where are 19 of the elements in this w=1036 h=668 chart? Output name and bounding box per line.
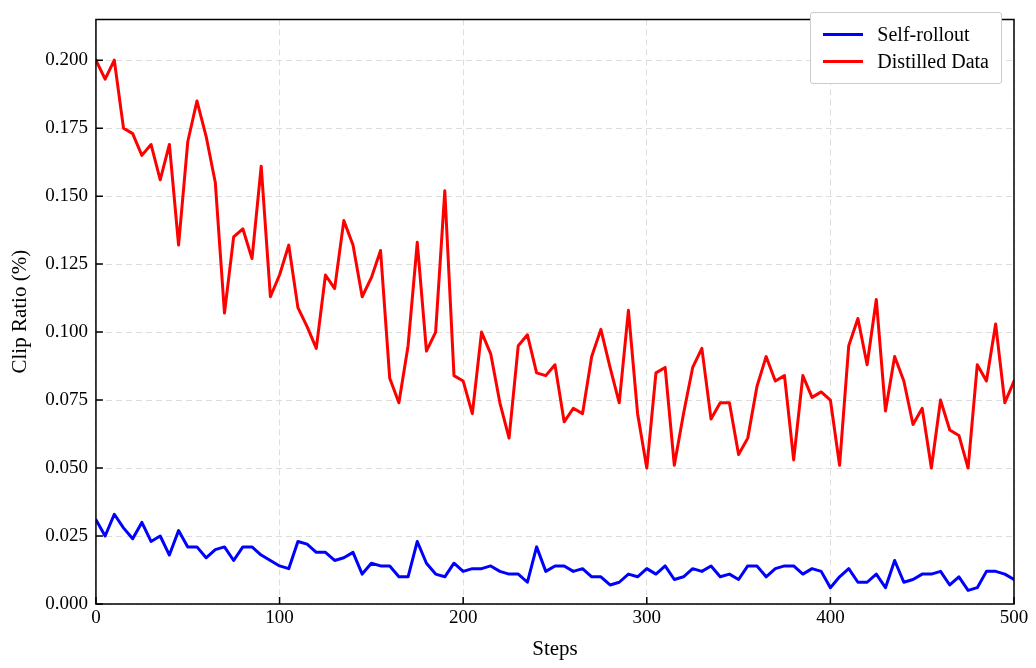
x-tick-label: 500 [999, 606, 1029, 628]
x-tick-label: 0 [91, 606, 101, 628]
y-tick-label: 0.200 [45, 48, 88, 70]
y-tick-label: 0.075 [45, 388, 88, 410]
y-tick-label: 0.150 [45, 184, 88, 206]
x-tick-label: 100 [265, 606, 294, 628]
legend-label: Distilled Data [877, 50, 989, 73]
legend-label: Self-rollout [877, 23, 970, 46]
y-tick-label: 0.175 [45, 116, 88, 138]
y-tick-label: 0.025 [45, 524, 88, 546]
y-tick-label: 0.000 [45, 591, 88, 613]
x-tick-label: 400 [816, 606, 845, 628]
y-axis-title: Clip Ratio (%) [7, 249, 32, 374]
x-tick-label: 300 [632, 606, 662, 628]
x-tick-label: 200 [448, 606, 478, 628]
y-tick-label: 0.050 [45, 456, 88, 478]
x-axis-title: Steps [532, 635, 578, 660]
y-tick-label: 0.100 [45, 320, 88, 342]
y-tick-label: 0.125 [45, 252, 88, 274]
